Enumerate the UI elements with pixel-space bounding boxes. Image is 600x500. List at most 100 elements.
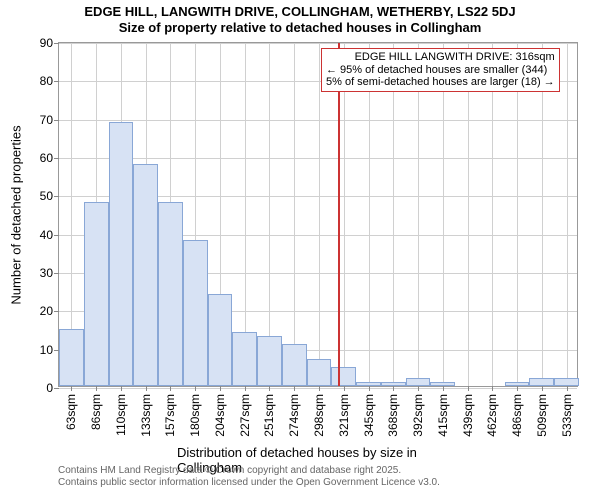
x-tick-label: 274sqm — [287, 394, 301, 437]
x-tick-mark — [319, 386, 320, 391]
histogram-bar — [109, 122, 134, 387]
x-tick-mark — [220, 386, 221, 391]
x-tick-label: 368sqm — [386, 394, 400, 437]
x-tick-mark — [146, 386, 147, 391]
y-tick-label: 70 — [40, 113, 53, 127]
grid-line-v — [344, 43, 345, 386]
grid-line-h — [59, 43, 577, 44]
grid-line-v — [468, 43, 469, 386]
y-tick-mark — [54, 235, 59, 236]
y-tick-mark — [54, 311, 59, 312]
grid-line-v — [294, 43, 295, 386]
x-tick-label: 157sqm — [163, 394, 177, 437]
x-tick-label: 533sqm — [560, 394, 574, 437]
y-tick-label: 0 — [46, 381, 53, 395]
x-tick-label: 392sqm — [411, 394, 425, 437]
x-tick-mark — [393, 386, 394, 391]
y-tick-label: 30 — [40, 266, 53, 280]
x-tick-label: 180sqm — [188, 394, 202, 437]
x-tick-mark — [468, 386, 469, 391]
histogram-bar — [133, 164, 158, 386]
x-tick-mark — [245, 386, 246, 391]
histogram-bar — [282, 344, 307, 386]
y-tick-mark — [54, 43, 59, 44]
y-tick-label: 90 — [40, 36, 53, 50]
histogram-bar — [257, 336, 282, 386]
grid-line-h — [59, 158, 577, 159]
x-tick-label: 86sqm — [89, 394, 103, 430]
chart-container: EDGE HILL, LANGWITH DRIVE, COLLINGHAM, W… — [0, 0, 600, 500]
y-axis-label: Number of detached properties — [9, 125, 24, 304]
y-tick-mark — [54, 158, 59, 159]
x-tick-label: 227sqm — [238, 394, 252, 437]
grid-line-h — [59, 388, 577, 389]
annotation-line: EDGE HILL LANGWITH DRIVE: 316sqm — [326, 51, 555, 64]
y-tick-label: 10 — [40, 343, 53, 357]
chart-title: EDGE HILL, LANGWITH DRIVE, COLLINGHAM, W… — [0, 0, 600, 35]
annotation-box: EDGE HILL LANGWITH DRIVE: 316sqm← 95% of… — [321, 48, 560, 92]
histogram-bar — [356, 382, 381, 386]
x-tick-label: 204sqm — [213, 394, 227, 437]
x-tick-mark — [71, 386, 72, 391]
grid-line-v — [369, 43, 370, 386]
histogram-bar — [331, 367, 356, 386]
x-tick-label: 298sqm — [312, 394, 326, 437]
histogram-bar — [183, 240, 208, 386]
x-tick-mark — [492, 386, 493, 391]
histogram-bar — [505, 382, 530, 386]
histogram-bar — [430, 382, 455, 386]
footer-line-2: Contains public sector information licen… — [58, 477, 440, 489]
title-line-1: EDGE HILL, LANGWITH DRIVE, COLLINGHAM, W… — [0, 4, 600, 20]
y-tick-mark — [54, 81, 59, 82]
y-tick-mark — [54, 388, 59, 389]
grid-line-v — [393, 43, 394, 386]
histogram-bar — [232, 332, 257, 386]
y-tick-label: 80 — [40, 74, 53, 88]
x-tick-mark — [195, 386, 196, 391]
y-tick-label: 20 — [40, 304, 53, 318]
histogram-bar — [208, 294, 233, 386]
x-tick-mark — [369, 386, 370, 391]
x-tick-label: 133sqm — [139, 394, 153, 437]
histogram-bar — [406, 378, 431, 386]
histogram-bar — [381, 382, 406, 386]
x-tick-mark — [96, 386, 97, 391]
x-tick-mark — [269, 386, 270, 391]
grid-line-v — [567, 43, 568, 386]
grid-line-v — [492, 43, 493, 386]
x-tick-mark — [542, 386, 543, 391]
y-tick-mark — [54, 120, 59, 121]
y-tick-label: 50 — [40, 189, 53, 203]
x-tick-mark — [344, 386, 345, 391]
y-tick-mark — [54, 273, 59, 274]
x-tick-label: 321sqm — [337, 394, 351, 437]
x-tick-mark — [294, 386, 295, 391]
grid-line-v — [319, 43, 320, 386]
y-tick-mark — [54, 196, 59, 197]
reference-line — [338, 43, 340, 386]
histogram-bar — [307, 359, 332, 386]
histogram-bar — [529, 378, 554, 386]
histogram-bar — [554, 378, 579, 386]
x-tick-label: 462sqm — [485, 394, 499, 437]
x-tick-label: 509sqm — [535, 394, 549, 437]
grid-line-h — [59, 120, 577, 121]
x-tick-mark — [170, 386, 171, 391]
grid-line-v — [517, 43, 518, 386]
footer-attribution: Contains HM Land Registry data © Crown c… — [58, 465, 440, 489]
footer-line-1: Contains HM Land Registry data © Crown c… — [58, 465, 440, 477]
grid-line-v — [269, 43, 270, 386]
y-tick-label: 40 — [40, 228, 53, 242]
grid-line-v — [418, 43, 419, 386]
plot-area: 010203040506070809063sqm86sqm110sqm133sq… — [58, 42, 578, 387]
x-tick-label: 439sqm — [461, 394, 475, 437]
histogram-bar — [84, 202, 109, 386]
annotation-line: ← 95% of detached houses are smaller (34… — [326, 64, 555, 77]
grid-line-v — [542, 43, 543, 386]
histogram-bar — [59, 329, 84, 387]
y-tick-label: 60 — [40, 151, 53, 165]
grid-line-v — [443, 43, 444, 386]
x-tick-label: 486sqm — [510, 394, 524, 437]
x-tick-mark — [418, 386, 419, 391]
x-tick-label: 63sqm — [64, 394, 78, 430]
